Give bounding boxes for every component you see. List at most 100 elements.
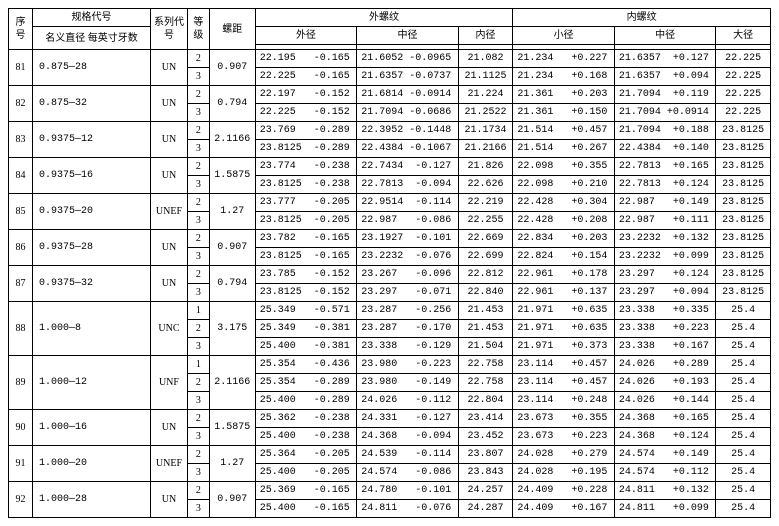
value-pair: 22.9514 -0.114 [357, 194, 459, 212]
value-pair: 22.4384 +0.140 [614, 140, 716, 158]
int-major-cell: 25.4 [716, 500, 771, 518]
grade-cell: 2 [188, 230, 210, 248]
value-pair: 24.780 -0.101 [357, 482, 459, 500]
spec-cell: 0.875—28 [33, 50, 151, 86]
table-row: 810.875—28UN20.90722.195 -0.16521.6052 -… [9, 50, 771, 68]
value-pair: 25.400 -0.381 [255, 338, 357, 356]
int-major-cell: 25.4 [716, 446, 771, 464]
value-pair: 23.980 -0.149 [357, 374, 459, 392]
header-ext-inner: 内径 [458, 27, 513, 45]
pitch-cell: 3.175 [209, 302, 255, 356]
thread-spec-table: 序号 规格代号 系列代号 等级 螺距 外螺纹 内螺纹 名义直径 每英寸牙数 外径… [8, 8, 771, 518]
value-pair: 22.428 +0.304 [513, 194, 615, 212]
value-pair: 22.7813 +0.124 [614, 176, 716, 194]
value-pair: 22.225 -0.165 [255, 68, 357, 86]
ext-inner-cell: 23.452 [458, 428, 513, 446]
table-row: 911.000—20UNEF21.2725.364 -0.20524.539 -… [9, 446, 771, 464]
ext-inner-cell: 22.758 [458, 356, 513, 374]
value-pair: 22.987 -0.086 [357, 212, 459, 230]
header-grade: 等级 [188, 9, 210, 50]
value-pair: 23.2232 -0.076 [357, 248, 459, 266]
value-pair: 22.987 +0.111 [614, 212, 716, 230]
ext-inner-cell: 21.2166 [458, 140, 513, 158]
ext-inner-cell: 21.453 [458, 302, 513, 320]
value-pair: 21.514 +0.457 [513, 122, 615, 140]
value-pair: 23.297 +0.094 [614, 284, 716, 302]
ext-inner-cell: 24.287 [458, 500, 513, 518]
grade-cell: 3 [188, 338, 210, 356]
value-pair: 21.6357 +0.094 [614, 68, 716, 86]
value-pair: 24.811 -0.076 [357, 500, 459, 518]
value-pair: 23.114 +0.457 [513, 374, 615, 392]
value-pair: 22.7813 -0.094 [357, 176, 459, 194]
value-pair: 23.8125 -0.289 [255, 140, 357, 158]
ext-inner-cell: 21.2522 [458, 104, 513, 122]
table-header: 序号 规格代号 系列代号 等级 螺距 外螺纹 内螺纹 名义直径 每英寸牙数 外径… [9, 9, 771, 50]
value-pair: 24.539 -0.114 [357, 446, 459, 464]
value-pair: 23.287 -0.256 [357, 302, 459, 320]
series-cell: UNC [150, 302, 187, 356]
spec-cell: 0.9375—16 [33, 158, 151, 194]
value-pair: 23.338 -0.129 [357, 338, 459, 356]
ext-inner-cell: 23.843 [458, 464, 513, 482]
int-major-cell: 23.8125 [716, 194, 771, 212]
value-pair: 24.026 +0.144 [614, 392, 716, 410]
seq-cell: 82 [9, 86, 33, 122]
value-pair: 23.782 -0.165 [255, 230, 357, 248]
value-pair: 25.364 -0.205 [255, 446, 357, 464]
seq-cell: 87 [9, 266, 33, 302]
ext-inner-cell: 22.669 [458, 230, 513, 248]
int-major-cell: 25.4 [716, 338, 771, 356]
value-pair: 24.368 +0.165 [614, 410, 716, 428]
header-external-thread: 外螺纹 [255, 9, 513, 27]
value-pair: 22.3952 -0.1448 [357, 122, 459, 140]
grade-cell: 3 [188, 464, 210, 482]
series-cell: UN [150, 158, 187, 194]
value-pair: 21.7094 +0.0914 [614, 104, 716, 122]
header-spec: 规格代号 [33, 9, 151, 27]
value-pair: 21.7094 +0.119 [614, 86, 716, 104]
pitch-cell: 0.907 [209, 230, 255, 266]
value-pair: 24.574 +0.149 [614, 446, 716, 464]
value-pair: 21.361 +0.150 [513, 104, 615, 122]
ext-inner-cell: 24.257 [458, 482, 513, 500]
value-pair: 21.6814 -0.0914 [357, 86, 459, 104]
value-pair: 23.8125 -0.152 [255, 284, 357, 302]
value-pair: 23.774 -0.238 [255, 158, 357, 176]
ext-inner-cell: 21.826 [458, 158, 513, 176]
value-pair: 23.297 -0.071 [357, 284, 459, 302]
spec-cell: 1.000—28 [33, 482, 151, 518]
grade-cell: 2 [188, 86, 210, 104]
value-pair: 23.8125 -0.238 [255, 176, 357, 194]
int-major-cell: 23.8125 [716, 140, 771, 158]
ext-inner-cell: 22.758 [458, 374, 513, 392]
value-pair: 23.114 +0.457 [513, 356, 615, 374]
value-pair: 23.2232 +0.132 [614, 230, 716, 248]
value-pair: 25.400 -0.238 [255, 428, 357, 446]
int-major-cell: 25.4 [716, 356, 771, 374]
ext-inner-cell: 22.219 [458, 194, 513, 212]
spec-cell: 0.9375—28 [33, 230, 151, 266]
value-pair: 25.354 -0.289 [255, 374, 357, 392]
value-pair: 23.338 +0.167 [614, 338, 716, 356]
table-row: 860.9375—28UN20.90723.782 -0.16523.1927 … [9, 230, 771, 248]
series-cell: UNEF [150, 446, 187, 482]
spec-cell: 1.000—16 [33, 410, 151, 446]
spec-cell: 1.000—12 [33, 356, 151, 410]
value-pair: 22.225 -0.152 [255, 104, 357, 122]
series-cell: UN [150, 482, 187, 518]
spec-cell: 0.9375—12 [33, 122, 151, 158]
value-pair: 22.7434 -0.127 [357, 158, 459, 176]
grade-cell: 1 [188, 356, 210, 374]
value-pair: 24.026 +0.289 [614, 356, 716, 374]
value-pair: 22.824 +0.154 [513, 248, 615, 266]
seq-cell: 88 [9, 302, 33, 356]
ext-inner-cell: 22.626 [458, 176, 513, 194]
grade-cell: 2 [188, 320, 210, 338]
value-pair: 22.4384 -0.1067 [357, 140, 459, 158]
value-pair: 22.428 +0.208 [513, 212, 615, 230]
value-pair: 25.354 -0.436 [255, 356, 357, 374]
value-pair: 23.114 +0.248 [513, 392, 615, 410]
grade-cell: 2 [188, 122, 210, 140]
int-major-cell: 25.4 [716, 320, 771, 338]
